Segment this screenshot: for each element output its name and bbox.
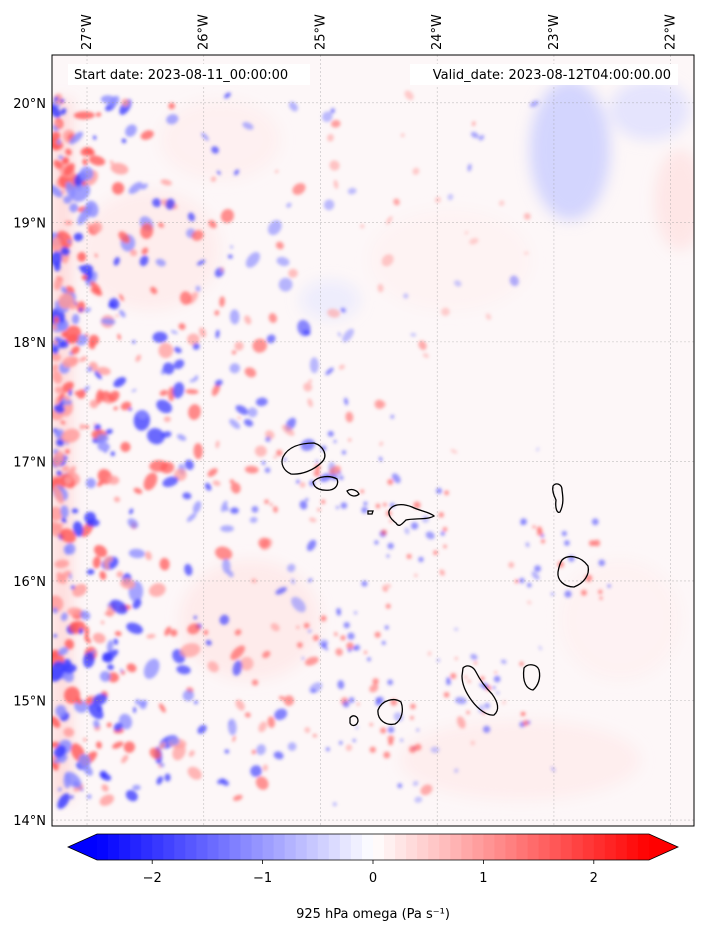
lat-label: 14°N bbox=[13, 814, 46, 829]
colorbar: −2 −1 0 1 2 925 hPa omega (Pa s⁻¹) bbox=[67, 833, 679, 922]
lon-label: 24°W bbox=[430, 14, 445, 50]
gridlines bbox=[52, 55, 694, 826]
lat-label: 15°N bbox=[13, 694, 46, 709]
colorbar-tick-label: −2 bbox=[143, 871, 162, 886]
island-maio bbox=[522, 664, 541, 691]
island-sao-nicolau bbox=[388, 504, 436, 526]
colorbar-label: 925 hPa omega (Pa s⁻¹) bbox=[296, 907, 450, 922]
colorbar-ticks: −2 −1 0 1 2 bbox=[143, 860, 598, 886]
island-brava bbox=[349, 715, 359, 727]
colorbar-tick-label: 2 bbox=[590, 871, 598, 886]
lat-label: 20°N bbox=[13, 97, 46, 112]
lon-label: 23°W bbox=[547, 14, 562, 50]
colorbar-tick-label: 1 bbox=[479, 871, 487, 886]
start-date-label: Start date: 2023-08-11_00:00:00 bbox=[74, 68, 288, 83]
colorbar-high-extension bbox=[649, 834, 678, 860]
island-fogo bbox=[377, 699, 403, 726]
island-sao-vicente bbox=[312, 475, 339, 491]
island-santiago bbox=[461, 665, 499, 716]
island-boa-vista bbox=[557, 555, 590, 588]
island-sal bbox=[551, 483, 564, 514]
lon-label: 26°W bbox=[197, 14, 212, 50]
colorbar-tick-label: −1 bbox=[253, 871, 272, 886]
island-raso bbox=[367, 510, 374, 515]
map-panel: Start date: 2023-08-11_00:00:00 Valid_da… bbox=[51, 54, 695, 827]
colorbar-low-extension bbox=[68, 834, 97, 860]
lat-label: 17°N bbox=[13, 455, 46, 470]
valid-date-box bbox=[410, 64, 678, 85]
longitude-labels: 27°W 26°W 25°W 24°W 23°W 22°W bbox=[80, 14, 679, 50]
lat-label: 16°N bbox=[13, 575, 46, 590]
latitude-labels: 20°N 19°N 18°N 17°N 16°N 15°N 14°N bbox=[13, 97, 46, 829]
lon-label: 22°W bbox=[664, 14, 679, 50]
start-date-box bbox=[68, 64, 310, 85]
coastlines bbox=[281, 442, 590, 727]
colorbar-tick-label: 0 bbox=[369, 871, 377, 886]
lat-label: 19°N bbox=[13, 216, 46, 231]
island-santo-antao bbox=[281, 442, 326, 475]
valid-date-label: Valid_date: 2023-08-12T04:00:00.00 bbox=[433, 68, 671, 83]
lon-label: 25°W bbox=[313, 14, 328, 50]
island-santa-luzia bbox=[346, 488, 360, 497]
lat-label: 18°N bbox=[13, 336, 46, 351]
lon-label: 27°W bbox=[80, 14, 95, 50]
